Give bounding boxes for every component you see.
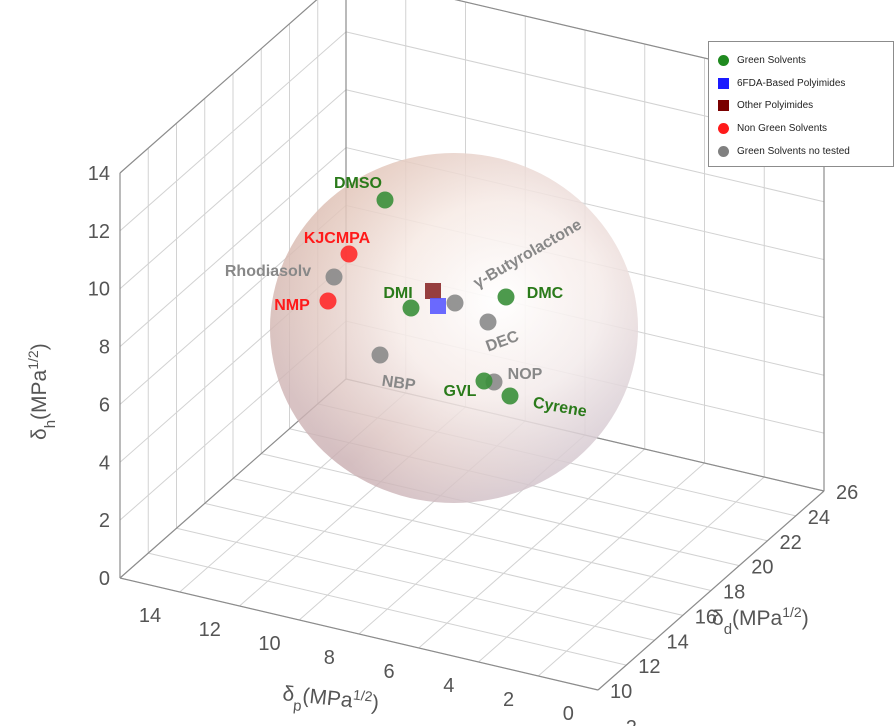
dec-marker xyxy=(479,313,497,331)
legend-label: Other Polyimides xyxy=(737,100,814,112)
x-axis-title: δp(MPa1/2) xyxy=(281,679,381,722)
y-axis-title: δd(MPa1/2) xyxy=(712,604,809,638)
legend-label: 6FDA-Based Polyimides xyxy=(737,77,846,89)
dmc-marker xyxy=(497,288,515,306)
x-tick-label: 6 xyxy=(383,661,394,683)
legend-entry: 6FDA-Based Polyimides xyxy=(718,72,887,95)
kjcmpa-label: KJCMPA xyxy=(304,230,371,247)
z-tick-label: 0 xyxy=(99,568,110,590)
x-tick-label: 2 xyxy=(503,689,514,711)
y-tick-label: 18 xyxy=(723,582,745,604)
grid-line xyxy=(119,147,347,347)
grid-line xyxy=(204,502,683,616)
y-tick-label: 26 xyxy=(836,482,858,504)
z-tick-label: 4 xyxy=(99,452,110,474)
legend: Green Solvents 6FDA-Based Polyimides Other… xyxy=(708,41,894,167)
nmp-label: NMP xyxy=(274,297,310,314)
axis-ticks: 14121086420-2101214161820222426024681012… xyxy=(88,163,859,726)
z-tick-label: 14 xyxy=(88,163,110,185)
data-points xyxy=(319,191,519,405)
other-polyimides-marker xyxy=(425,283,441,299)
x-tick-label: 4 xyxy=(443,675,454,697)
y-tick-label: 16 xyxy=(695,606,717,628)
grid-line xyxy=(232,478,712,591)
y-tick-label: 20 xyxy=(751,557,773,579)
grid-line xyxy=(148,552,627,666)
legend-marker xyxy=(718,77,729,89)
dmso-label: DMSO xyxy=(334,175,382,192)
axis-titles: δp(MPa1/2) δd(MPa1/2) δh(MPa1/2) xyxy=(25,343,809,722)
grid-line xyxy=(261,453,740,567)
legend-marker xyxy=(718,146,729,158)
legend-marker xyxy=(718,54,729,66)
dmso-marker xyxy=(376,191,394,209)
grid-line xyxy=(119,89,347,290)
solubility-sphere xyxy=(270,153,638,503)
z-tick-label: 12 xyxy=(88,221,110,243)
legend-label: Green Solvents xyxy=(737,54,806,66)
axis-edge xyxy=(597,490,825,691)
dmc-label: DMC xyxy=(527,285,564,302)
rhodiasolv-marker xyxy=(325,268,343,286)
grid-line xyxy=(119,31,347,232)
6fda-based-polyimides-marker xyxy=(430,298,446,314)
gvl-marker xyxy=(475,372,493,390)
y-tick-label: 24 xyxy=(808,507,830,529)
dmi-marker xyxy=(402,299,420,317)
x-tick-label: 8 xyxy=(324,647,335,669)
z-tick-label: 2 xyxy=(99,510,110,532)
z-tick-label: 6 xyxy=(99,394,110,416)
legend-entry: Green Solvents xyxy=(718,49,887,72)
x-tick-label: -2 xyxy=(619,717,637,726)
cyrene-marker xyxy=(501,387,519,405)
kjcmpa-marker xyxy=(340,245,358,263)
axis-edge xyxy=(119,577,599,691)
nbp-marker xyxy=(371,346,389,364)
nop-label: NOP xyxy=(508,366,543,383)
legend-entry: Non Green Solvents xyxy=(718,117,887,140)
dmi-label: DMI xyxy=(383,285,412,302)
y-tick-label: 14 xyxy=(667,631,689,653)
legend-entry: Green Solvents no tested xyxy=(718,140,887,163)
x-tick-label: 10 xyxy=(258,633,280,655)
axis-edge xyxy=(119,0,318,174)
grid-lines xyxy=(119,0,825,691)
legend-marker xyxy=(718,123,729,135)
x-tick-label: 14 xyxy=(139,605,161,627)
-butyrolactone-marker xyxy=(446,294,464,312)
grid-line xyxy=(345,89,825,203)
z-axis-title: δh(MPa1/2) xyxy=(25,343,59,440)
sphere-tint xyxy=(270,153,638,503)
gvl-label: GVL xyxy=(444,383,477,400)
x-tick-label: 0 xyxy=(563,703,574,725)
grid-line xyxy=(176,527,655,641)
nbp-label: NBP xyxy=(381,373,417,395)
nmp-marker xyxy=(319,292,337,310)
legend-marker xyxy=(718,100,729,112)
legend-entry: Other Polyimides xyxy=(718,95,887,118)
y-tick-label: 10 xyxy=(610,681,632,703)
legend-label: Non Green Solvents xyxy=(737,123,828,135)
x-tick-label: 12 xyxy=(199,619,221,641)
y-tick-label: 12 xyxy=(638,656,660,678)
legend-label: Green Solvents no tested xyxy=(737,146,850,158)
z-tick-label: 8 xyxy=(99,337,110,359)
z-tick-label: 10 xyxy=(88,279,110,301)
y-tick-label: 22 xyxy=(780,532,802,554)
rhodiasolv-label: Rhodiasolv xyxy=(225,263,311,280)
